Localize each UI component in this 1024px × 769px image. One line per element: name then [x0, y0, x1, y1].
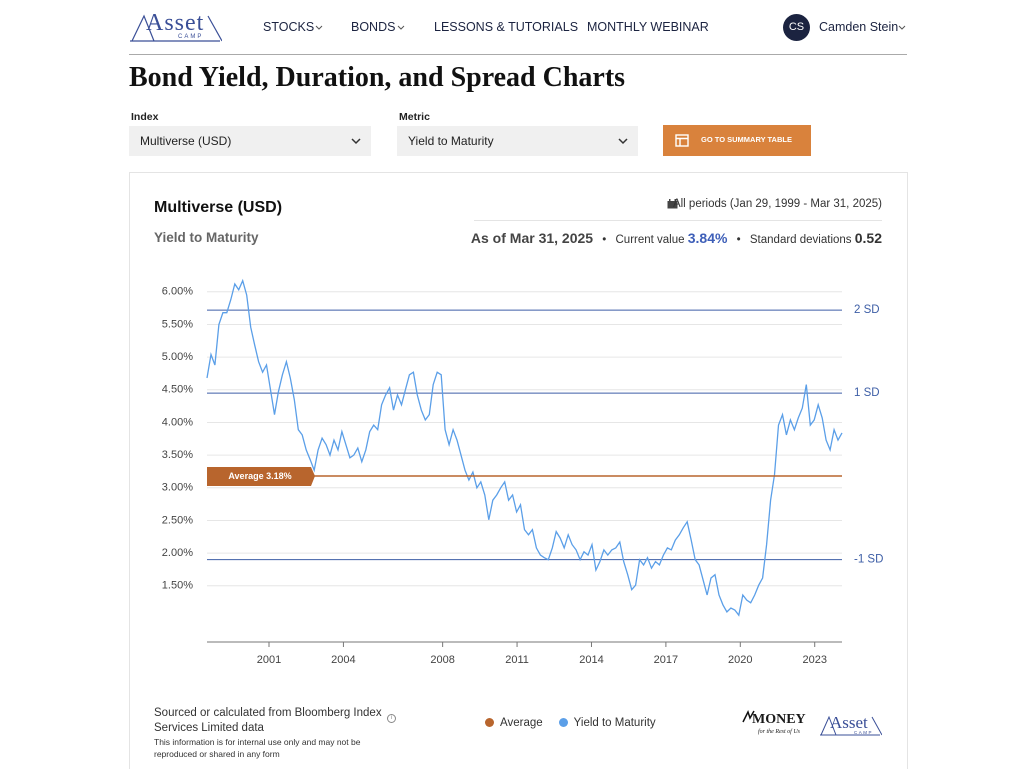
y-tick-label: 4.50%: [162, 384, 193, 396]
logo-frame: [130, 14, 223, 42]
logo[interactable]: Asset CAMP: [130, 8, 223, 44]
legend-text: Yield to Maturity: [573, 717, 656, 729]
sd-label: Standard deviations: [749, 234, 852, 246]
average-badge: [207, 467, 315, 487]
y-tick-label: 3.00%: [162, 482, 193, 494]
nav-item[interactable]: BONDS: [351, 20, 396, 34]
nav-divider: [129, 54, 907, 55]
y-tick-label: 4.00%: [162, 416, 193, 428]
average-label: Average 3.18%: [228, 471, 291, 481]
y-tick-label: 1.50%: [162, 580, 193, 592]
index-select[interactable]: Multiverse (USD): [129, 126, 371, 156]
x-tick-label: 2011: [505, 654, 529, 666]
chevron: [618, 138, 628, 145]
stats: As of Mar 31, 2025 • Current value 3.84%…: [471, 230, 882, 246]
avatar[interactable]: CS: [783, 14, 810, 41]
summary-button[interactable]: GO TO SUMMARY TABLE: [663, 125, 811, 156]
money-logo: MONEY for the Rest of Us: [742, 710, 806, 742]
header-divider: [474, 220, 882, 221]
x-tick-label: 2023: [802, 654, 826, 666]
money-icon: [742, 710, 755, 723]
x-tick-label: 2014: [579, 654, 603, 666]
period[interactable]: All periods (Jan 29, 1999 - Mar 31, 2025…: [672, 198, 882, 210]
filter-label: Index: [131, 111, 159, 123]
y-tick-label: 5.00%: [162, 351, 193, 363]
legend-dot: [558, 718, 568, 727]
legend-item[interactable]: Yield to Maturity: [558, 717, 656, 729]
nav-item[interactable]: LESSONS & TUTORIALS: [434, 20, 579, 34]
chevron: [898, 25, 906, 30]
card-subtitle: Yield to Maturity: [154, 230, 259, 245]
x-tick-label: 2008: [430, 654, 454, 666]
legend: Average Yield to Maturity: [485, 717, 656, 729]
select-value: Multiverse (USD): [140, 134, 232, 148]
chart: 1.50% 2.00% 2.50% 3.00% 3.50% 4.00% 4.50% 5.00%…: [162, 278, 883, 666]
page-title: Bond Yield, Duration, and Spread Charts: [129, 62, 626, 93]
money-text: MONEY: [752, 712, 806, 727]
legend-text: Average: [500, 717, 543, 729]
filter-label: Metric: [399, 111, 430, 123]
table-icon: [675, 134, 689, 147]
info-icon[interactable]: i: [387, 714, 396, 723]
button-text: GO TO SUMMARY TABLE: [701, 135, 792, 144]
series-line: [206, 278, 843, 617]
money-sub: for the Rest of Us: [758, 729, 800, 735]
calendar-icon: [667, 199, 678, 209]
y-tick-label: 3.50%: [162, 449, 193, 461]
sd-label: 2 SD: [854, 304, 880, 316]
logo-text: Asset: [146, 10, 205, 36]
sd-value: 0.52: [854, 230, 882, 246]
logo-sub: CAMP: [854, 730, 874, 735]
card-title: Multiverse (USD): [154, 199, 283, 216]
logo-text: Asset: [830, 713, 868, 732]
metric-select[interactable]: Yield to Maturity: [397, 126, 638, 156]
legend-item[interactable]: Average: [485, 717, 543, 729]
chart-card: [129, 172, 908, 769]
current-label: Current value: [615, 234, 685, 246]
source: Sourced or calculated from Bloomberg Ind…: [154, 707, 382, 734]
asset-logo: Asset CAMP: [820, 712, 883, 738]
x-tick-label: 2017: [654, 654, 678, 666]
y-tick-label: 6.00%: [162, 286, 193, 298]
x-tick-label: 2020: [728, 654, 752, 666]
bullet: •: [736, 234, 741, 246]
x-tick-label: 2001: [257, 654, 281, 666]
sd-label: 1 SD: [854, 387, 880, 399]
bullet: •: [602, 234, 607, 246]
user-name[interactable]: Camden Stein: [819, 20, 899, 34]
chevron: [351, 138, 361, 145]
select-value: Yield to Maturity: [408, 134, 494, 148]
as-of: As of Mar 31, 2025: [470, 230, 594, 246]
y-tick-label: 5.50%: [162, 318, 193, 330]
chevron: [315, 25, 323, 30]
current-value: 3.84%: [687, 230, 728, 246]
logo-sub: CAMP: [178, 34, 204, 40]
chevron: [397, 25, 405, 30]
logo-frame: [820, 715, 883, 736]
y-tick-label: 2.00%: [162, 547, 193, 559]
nav-item[interactable]: STOCKS: [263, 20, 315, 34]
y-tick-label: 2.50%: [162, 514, 193, 526]
legend-dot: [485, 718, 494, 727]
disclaimer: This information is for internal use onl…: [154, 737, 361, 759]
x-tick-label: 2004: [331, 654, 355, 666]
nav-item[interactable]: MONTHLY WEBINAR: [587, 20, 709, 34]
sd-label: -1 SD: [854, 554, 883, 566]
